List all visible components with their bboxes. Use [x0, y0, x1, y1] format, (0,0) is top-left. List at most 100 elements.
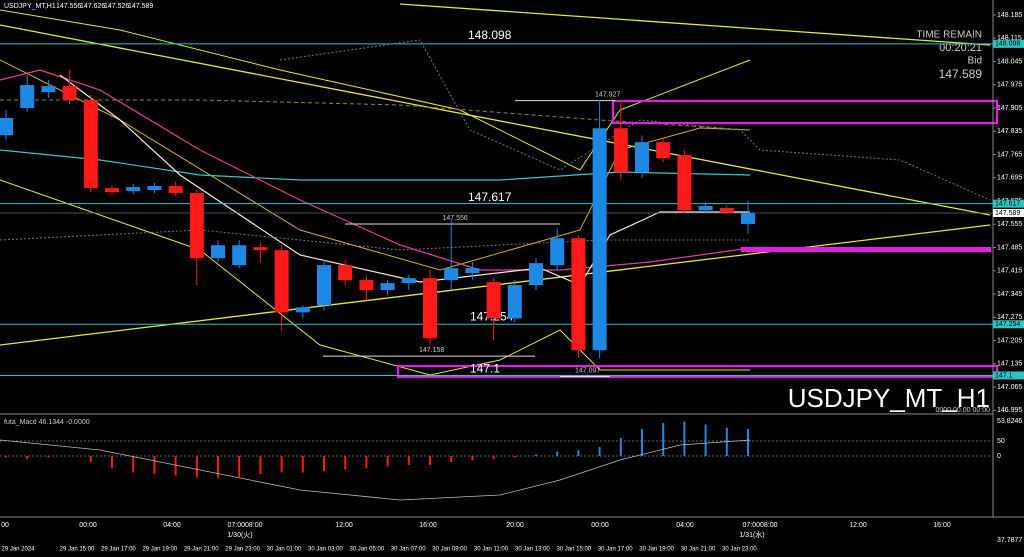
level-tag-label: 148.098 [995, 41, 1020, 48]
candle-body [359, 280, 374, 291]
y-tick-label: 147.485 [997, 244, 1022, 251]
candle-body [613, 128, 628, 173]
y-tick-label: 147.835 [997, 128, 1022, 135]
candle-body [380, 283, 395, 291]
annotation-label: 147.556 [443, 215, 468, 222]
ma-line [59, 74, 750, 286]
level-tag-label: 147.617 [995, 201, 1020, 208]
header-open: 147.556 [56, 3, 81, 10]
candle-body [486, 282, 501, 319]
symbol: USDJPY_MT,H1 [4, 3, 56, 10]
annotation-label: 147.097 [575, 367, 600, 374]
candle-body [62, 86, 77, 101]
x-label: 30 Jan 05:00 [349, 547, 384, 553]
y-tick-label: 147.065 [997, 384, 1022, 391]
header-low: 147.526 [104, 3, 129, 10]
watermark: USDJPY_MT_H1 [788, 383, 990, 413]
band-line [0, 59, 751, 271]
time-remain-label: TIME REMAIN [916, 30, 982, 41]
annotation-label: 147.927 [595, 92, 620, 99]
y-tick-label: 147.415 [997, 268, 1022, 275]
band-line [0, 179, 750, 376]
bid-label: Bid [968, 56, 982, 67]
candle-body [20, 85, 35, 108]
zone-box [740, 246, 992, 253]
bid-tag [993, 208, 1024, 217]
bid: 147.589 [939, 67, 983, 81]
x-label: 30 Jan 09:00 [432, 547, 467, 553]
y-tick-label: 148.045 [997, 58, 1022, 65]
level-tag-label: 147.254 [995, 321, 1020, 328]
time-label: 12:00 [849, 522, 867, 529]
y-tick-label: 147.205 [997, 337, 1022, 344]
y-tick-label: 147.905 [997, 105, 1022, 112]
time-label: 07:0008:00 [742, 522, 777, 529]
candle-body [698, 206, 713, 211]
level-label: 147.1 [470, 362, 500, 376]
x-label: 30 Jan 23:00 [722, 547, 757, 553]
y-tick-label: 146.995 [997, 407, 1022, 414]
date-label: 1/30(火) [227, 531, 252, 539]
candle-body [592, 128, 607, 351]
candle-body [719, 207, 734, 213]
macd-title: futa_Macd 46.1344 -0.0000 [4, 419, 90, 426]
candle-body [211, 245, 225, 259]
time-label: 00 [1, 522, 9, 529]
candle-body [507, 285, 522, 319]
y-tick-label: 147.555 [997, 221, 1022, 228]
candle-body [317, 265, 331, 306]
y-tick-label: 147.695 [997, 175, 1022, 182]
candle-body [529, 263, 543, 286]
macd-tick-label: 0 [997, 453, 1001, 460]
x-label: 30 Jan 11:00 [474, 547, 509, 553]
time-remain: 00:20:21 [939, 42, 982, 54]
x-label: 29 Jan 2024 [1, 547, 35, 553]
y-tick-label: 147.345 [997, 291, 1022, 298]
x-label: 29 Jan 21:00 [184, 547, 219, 553]
x-label: 29 Jan 23:00 [225, 547, 260, 553]
candle-body [253, 247, 268, 251]
level-tag [993, 320, 1024, 329]
level-label: 147.617 [468, 190, 512, 204]
time-label: 00:00 [79, 522, 97, 529]
time-label: 16:00 [933, 522, 951, 529]
x-label: 30 Jan 17:00 [598, 547, 633, 553]
candle-body [635, 142, 649, 173]
annotation-label: 147.158 [419, 347, 444, 354]
candle-body [105, 188, 119, 193]
candle-body [550, 238, 565, 266]
level-tag [993, 199, 1024, 208]
x-label: 30 Jan 21:00 [681, 547, 716, 553]
candle-body [465, 268, 480, 274]
macd-max: 53.8246 [997, 418, 1022, 425]
y-tick-label: 148.115 [997, 35, 1022, 42]
candle-body [189, 193, 204, 259]
candle-body [168, 186, 183, 194]
x-label: 29 Jan 15:00 [60, 547, 95, 553]
macd-tick-label: 50 [997, 438, 1005, 445]
trend-line [399, 3, 991, 46]
time-label: 16:00 [419, 522, 437, 529]
level-tag [993, 39, 1024, 48]
y-tick-label: 147.765 [997, 151, 1022, 158]
candle-body [401, 278, 416, 284]
cloud-line [0, 229, 750, 251]
x-label: 30 Jan 19:00 [639, 547, 674, 553]
y-tick-label: 147.275 [997, 314, 1022, 321]
level-tag [993, 371, 1024, 380]
candle-body [677, 155, 692, 211]
level-tag-label: 147.1 [995, 372, 1013, 379]
candle-body [232, 245, 247, 266]
time-label: 00:00 [591, 522, 609, 529]
candle-body [126, 187, 141, 192]
zone-box [611, 99, 999, 125]
candle-body [423, 278, 437, 339]
time-label: 04:00 [676, 522, 694, 529]
time-label: 20:00 [506, 522, 524, 529]
x-label: 29 Jan 19:00 [142, 547, 177, 553]
time-label: 12:00 [335, 522, 353, 529]
macd-min: 37.7877 [997, 537, 1022, 544]
date-label: 1/31(水) [739, 530, 764, 539]
header-close: 147.589 [128, 3, 153, 10]
